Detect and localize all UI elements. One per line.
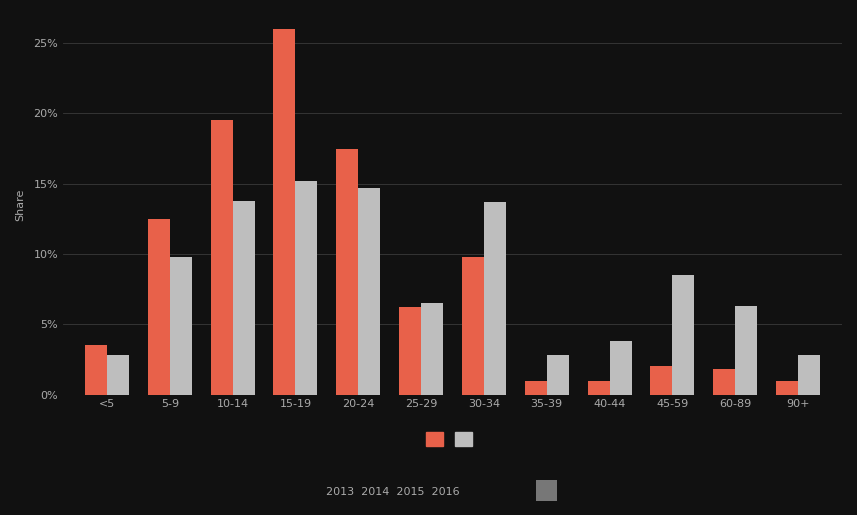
Bar	[776, 381, 798, 394]
Bar	[462, 257, 484, 394]
Text: 2013  2014  2015  2016: 2013 2014 2015 2016	[326, 487, 459, 497]
Bar	[798, 355, 820, 394]
Bar	[85, 346, 107, 394]
Bar	[650, 367, 673, 394]
Bar	[296, 181, 317, 394]
Bar	[107, 355, 129, 394]
Bar	[273, 29, 296, 394]
Bar	[588, 381, 609, 394]
Bar	[170, 257, 192, 394]
Bar	[211, 121, 232, 394]
Bar	[547, 355, 569, 394]
Bar	[399, 307, 421, 394]
Bar	[421, 303, 443, 394]
Bar	[713, 369, 735, 394]
Bar	[358, 188, 381, 394]
Bar	[609, 341, 632, 394]
Bar	[484, 202, 506, 394]
Bar	[232, 200, 255, 394]
Bar	[524, 381, 547, 394]
Bar	[735, 306, 758, 394]
Legend:  ,  : ,	[426, 433, 479, 446]
Bar	[673, 275, 694, 394]
Bar	[336, 148, 358, 394]
Bar	[147, 219, 170, 394]
Y-axis label: Share: Share	[15, 188, 25, 221]
